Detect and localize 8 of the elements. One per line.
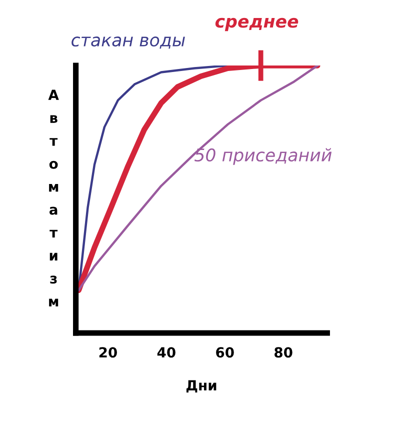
series-label: стакан воды	[72, 36, 185, 49]
x-tick-label: 20	[99, 347, 117, 358]
series-label: среднее	[215, 18, 298, 32]
x-tick-label: 80	[274, 347, 292, 358]
x-tick-label: 40	[157, 347, 176, 358]
text: Автоматизм	[48, 90, 59, 306]
x-axis-title: Дни	[186, 380, 216, 392]
x-tick-label: 60	[216, 347, 234, 358]
